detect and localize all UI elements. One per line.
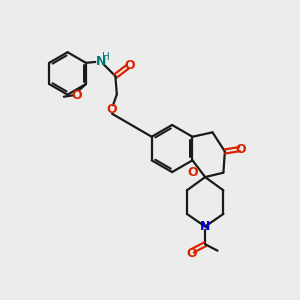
Text: O: O [186, 247, 196, 260]
Text: O: O [236, 142, 246, 156]
Text: O: O [124, 59, 134, 72]
Text: N: N [95, 55, 106, 68]
Text: O: O [106, 103, 117, 116]
Text: O: O [187, 166, 198, 179]
Text: O: O [72, 89, 83, 102]
Text: H: H [102, 52, 110, 62]
Text: N: N [200, 220, 210, 233]
